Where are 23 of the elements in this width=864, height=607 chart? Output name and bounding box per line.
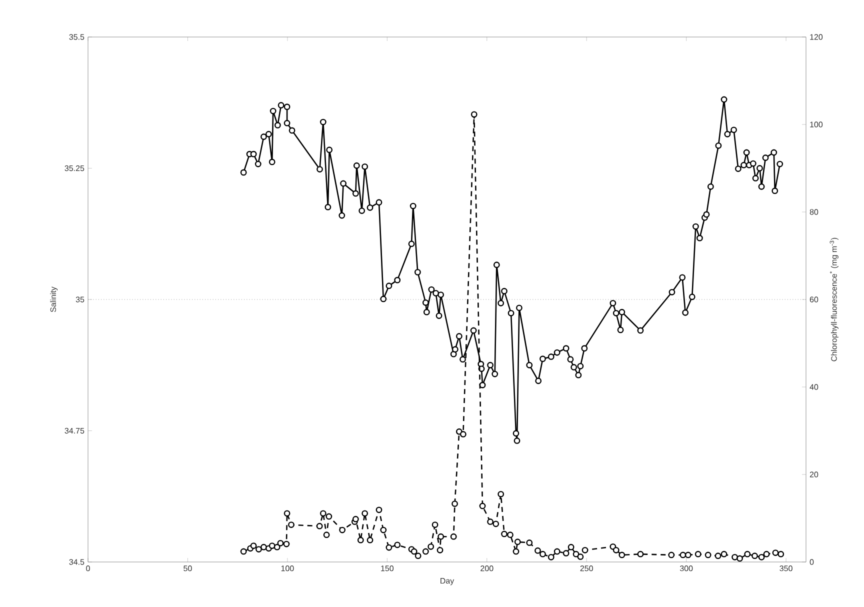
y2-tick-label: 100 — [810, 122, 823, 128]
x-tick-label: 100 — [281, 566, 294, 572]
y-axis-title: Salinity — [50, 286, 58, 312]
x-tick-label: 350 — [780, 566, 792, 572]
y-tick-label: 35 — [76, 296, 84, 302]
x-tick-label: 300 — [680, 566, 693, 572]
y2-tick-label: 0 — [810, 559, 814, 565]
y-tick-label: 34.75 — [64, 428, 84, 434]
x-axis-title: Day — [440, 578, 454, 586]
y2-tick-label: 20 — [810, 472, 818, 478]
x-tick-label: 200 — [480, 566, 494, 572]
y2-tick-label: 40 — [810, 384, 818, 390]
x-tick-label: 50 — [184, 566, 192, 572]
y2-tick-label: 60 — [810, 296, 818, 302]
x-tick-label: 150 — [381, 566, 394, 572]
x-tick-label: 0 — [86, 566, 90, 572]
y2-tick-label: 120 — [810, 34, 823, 40]
y2-axis-title: Chlorophyll-fluorescence$^{*}$ (mg m$^{-3}$) — [830, 238, 838, 362]
y2-tick-label: 80 — [810, 209, 818, 215]
y-tick-label: 35.25 — [64, 165, 84, 172]
y-tick-label: 35.5 — [69, 34, 84, 40]
y-tick-label: 34.5 — [69, 559, 84, 565]
x-tick-label: 250 — [580, 566, 593, 572]
